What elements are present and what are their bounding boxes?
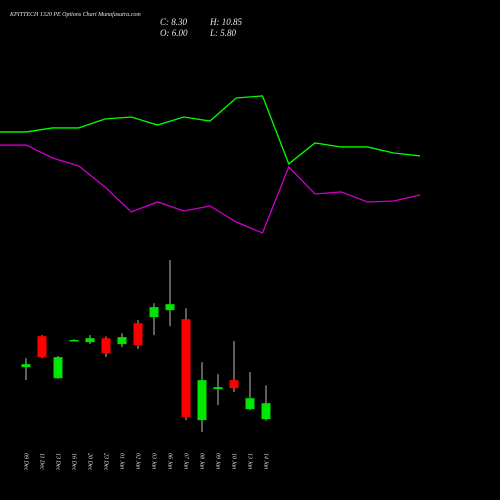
close-label: C: 8.30: [160, 17, 188, 27]
candle-body: [149, 307, 159, 318]
x-tick-label: 06 Jan: [167, 453, 173, 469]
open-label: O: 6.00: [160, 28, 188, 38]
candle-body: [117, 337, 127, 345]
candle-body: [53, 357, 63, 379]
candle-body: [85, 338, 95, 343]
x-tick-label: 14 Jan: [263, 453, 270, 469]
x-tick-label: 02 Jan: [135, 453, 141, 469]
candle-body: [133, 323, 143, 346]
x-tick-label: 11 Dec: [39, 453, 45, 470]
candle-body: [69, 340, 79, 342]
x-tick-label: 01 Jan: [119, 453, 125, 469]
candle-body: [21, 364, 31, 368]
indicator-line: [0, 95, 421, 165]
candle-body: [229, 380, 239, 389]
x-tick-label: 23 Dec: [103, 453, 109, 470]
x-tick-label: 20 Dec: [87, 453, 93, 470]
candle-body: [213, 387, 223, 390]
indicator-line: [0, 144, 421, 234]
high-label: H: 10.85: [209, 17, 242, 27]
candle-body: [261, 403, 271, 420]
x-tick-label: 07 Jan: [183, 453, 189, 469]
x-tick-label: 09 Dec: [23, 453, 29, 470]
x-tick-label: 13 Jan: [247, 453, 253, 469]
x-tick-label: 09 Jan: [215, 453, 221, 469]
x-tick-label: 13 Dec: [55, 453, 61, 470]
candle-body: [245, 398, 255, 410]
low-label: L: 5.80: [209, 28, 237, 38]
candle-body: [181, 319, 191, 418]
x-tick-label: 03 Jan: [151, 453, 157, 469]
chart-title: KPITTECH 1320 PE Options Chart Munafasut…: [9, 11, 141, 18]
candle-body: [165, 304, 175, 311]
x-tick-label: 16 Dec: [71, 453, 77, 470]
candle-body: [101, 338, 111, 354]
candle-body: [197, 380, 207, 421]
candle-body: [37, 336, 47, 358]
x-tick-label: 10 Jan: [231, 453, 237, 469]
x-tick-label: 08 Jan: [199, 453, 205, 469]
